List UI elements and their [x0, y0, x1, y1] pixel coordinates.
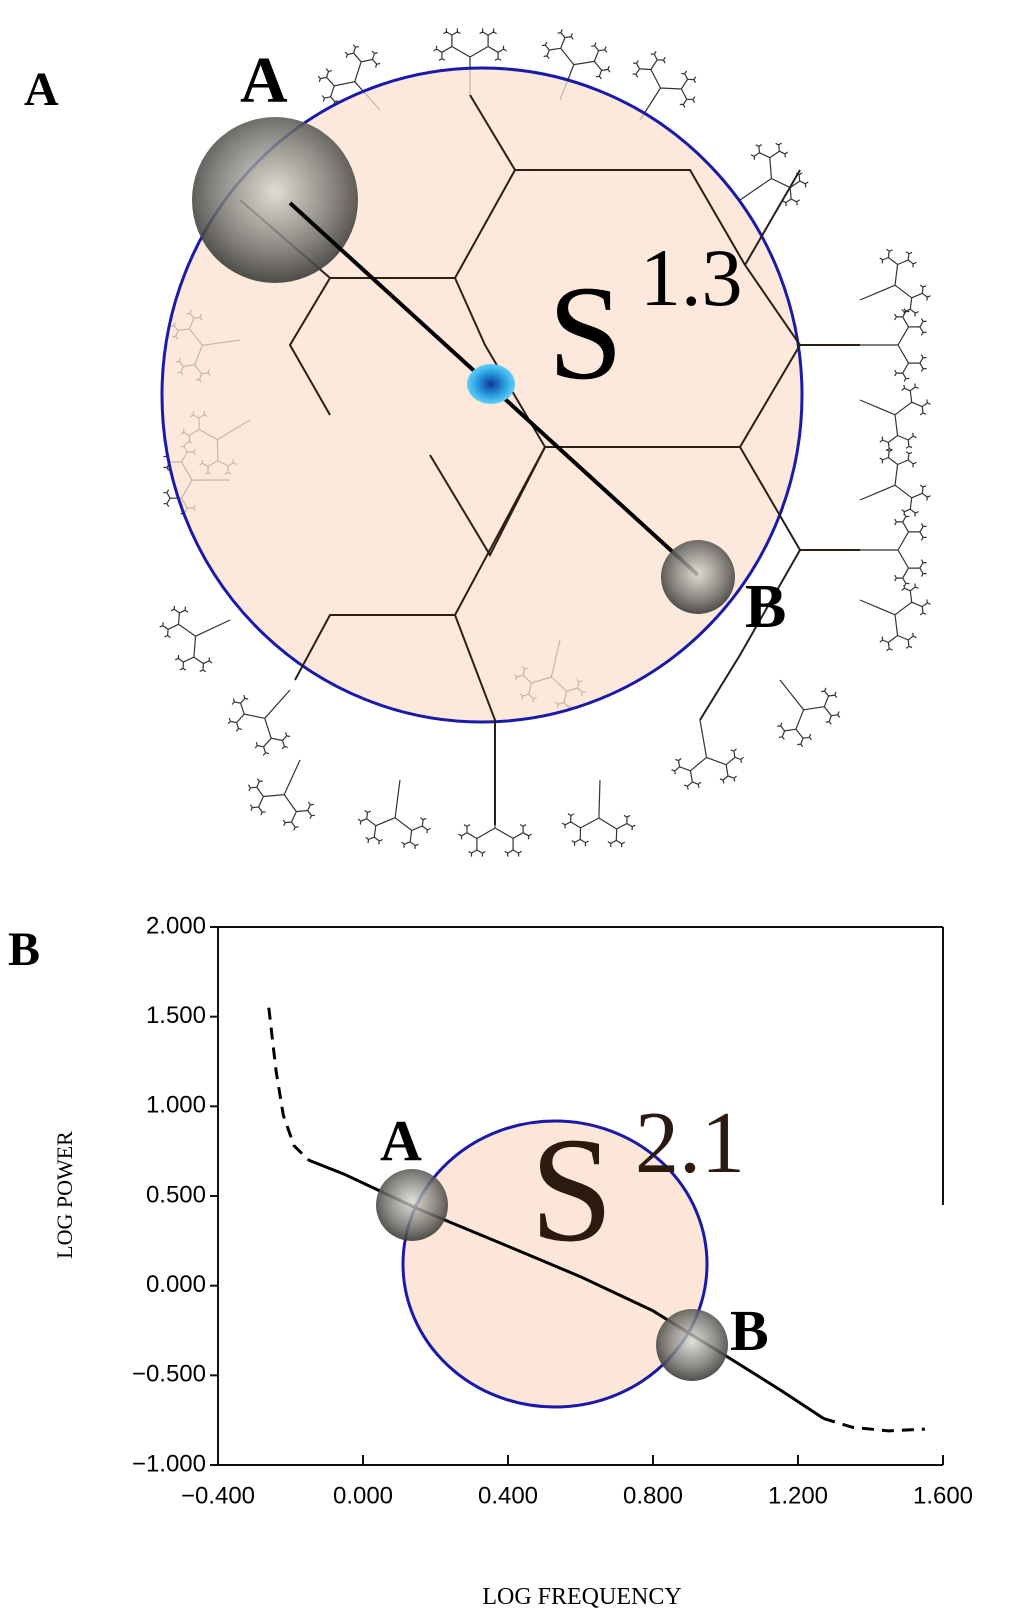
y-tick-label: 2.000 — [146, 912, 206, 939]
y-tick-label: −0.500 — [132, 1361, 206, 1388]
panel-label: A — [24, 63, 59, 116]
point-label: B — [730, 1298, 769, 1363]
figure: A A B S 1.3 B A B S 2.1 LOG POWER LOG FR… — [0, 0, 1009, 1611]
point-a-sphere — [376, 1169, 448, 1241]
x-tick-label: 0.400 — [478, 1482, 538, 1509]
dimension-base: S — [530, 1107, 613, 1273]
dimension-exponent: 1.3 — [640, 232, 743, 323]
x-tick-label: 1.600 — [913, 1482, 973, 1509]
center-dot — [467, 364, 515, 404]
dimension-base: S — [548, 259, 623, 408]
y-tick-label: 0.500 — [146, 1181, 206, 1208]
point-b-sphere — [661, 540, 735, 614]
panel-label: B — [8, 923, 40, 976]
data-line — [823, 1418, 925, 1431]
data-line — [269, 1008, 309, 1160]
x-tick-label: 0.800 — [623, 1482, 683, 1509]
y-tick-label: 1.500 — [146, 1002, 206, 1029]
point-label: A — [240, 44, 288, 117]
point-label: A — [380, 1108, 422, 1173]
point-a-sphere — [192, 117, 358, 283]
x-tick-label: 0.000 — [333, 1482, 393, 1509]
dimension-exponent: 2.1 — [635, 1095, 745, 1192]
y-axis-title: LOG POWER — [52, 1131, 77, 1259]
point-label: B — [745, 573, 786, 641]
x-tick-label: −0.400 — [181, 1482, 255, 1509]
x-tick-label: 1.200 — [768, 1482, 828, 1509]
y-tick-label: 0.000 — [146, 1271, 206, 1298]
y-tick-label: 1.000 — [146, 1092, 206, 1119]
y-tick-label: −1.000 — [132, 1450, 206, 1477]
point-b-sphere — [656, 1309, 728, 1381]
x-axis-title: LOG FREQUENCY — [482, 1584, 681, 1610]
